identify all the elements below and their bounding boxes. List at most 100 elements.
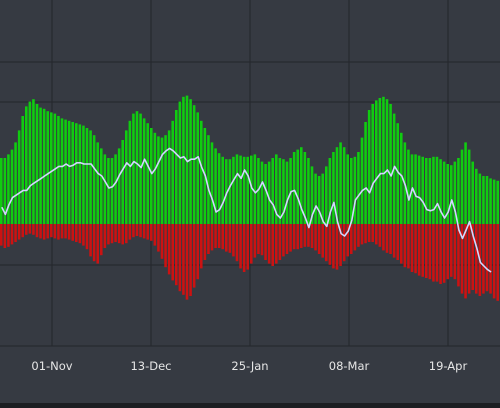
bar-positive xyxy=(221,156,224,224)
bar-negative xyxy=(17,224,21,240)
bar-negative xyxy=(371,224,374,242)
bar-positive xyxy=(357,152,360,224)
bar-positive xyxy=(217,153,221,224)
bar-negative xyxy=(182,224,185,295)
bar-positive xyxy=(310,166,314,224)
bar-positive xyxy=(160,137,164,224)
bar-positive xyxy=(282,159,285,224)
bar-positive xyxy=(360,137,364,224)
bar-negative xyxy=(235,224,239,262)
bar-positive xyxy=(164,135,167,224)
bar-negative xyxy=(350,224,353,254)
bar-negative xyxy=(146,224,149,240)
bar-positive xyxy=(389,104,392,224)
bar-positive xyxy=(3,158,7,224)
bar-negative xyxy=(410,224,414,272)
bar-negative xyxy=(32,224,35,235)
bar-negative xyxy=(425,224,428,278)
bar-negative xyxy=(267,224,271,264)
bar-negative xyxy=(160,224,164,259)
bar-negative xyxy=(0,224,3,246)
bar-negative xyxy=(225,224,228,252)
bar-negative xyxy=(310,224,314,248)
bar-positive xyxy=(453,161,457,224)
bar-positive xyxy=(496,180,499,224)
bar-positive xyxy=(439,159,442,224)
bar-positive xyxy=(489,178,492,224)
bar-positive xyxy=(250,155,253,224)
bar-positive xyxy=(435,156,439,224)
bar-negative xyxy=(153,224,157,246)
bar-negative xyxy=(150,224,153,241)
bar-negative xyxy=(428,224,432,280)
bar-positive xyxy=(71,122,74,224)
bar-negative xyxy=(325,224,328,262)
x-tick-label: 13-Dec xyxy=(130,359,171,373)
bar-negative xyxy=(289,224,292,252)
bar-positive xyxy=(232,156,235,224)
bar-positive xyxy=(407,149,410,224)
bar-negative xyxy=(339,224,342,266)
bar-negative xyxy=(21,224,24,238)
bar-negative xyxy=(132,224,135,238)
bar-positive xyxy=(82,125,85,224)
bar-positive xyxy=(346,154,349,224)
bar-negative xyxy=(142,224,146,239)
bar-negative xyxy=(367,224,371,242)
bar-negative xyxy=(375,224,378,245)
bar-positive xyxy=(485,176,489,224)
bar-negative xyxy=(217,224,221,248)
bar-negative xyxy=(464,224,467,299)
bar-negative xyxy=(342,224,346,262)
bar-positive xyxy=(114,154,117,224)
bar-positive xyxy=(14,142,17,224)
bar-positive xyxy=(175,110,178,224)
bar-positive xyxy=(364,122,367,224)
bar-negative xyxy=(125,224,128,244)
bar-positive xyxy=(135,111,139,224)
bar-positive xyxy=(128,120,132,224)
bar-negative xyxy=(135,224,139,236)
bar-negative xyxy=(107,224,110,245)
bar-negative xyxy=(253,224,257,258)
bar-negative xyxy=(335,224,339,270)
bar-positive xyxy=(42,108,46,224)
bar-negative xyxy=(421,224,424,277)
x-tick-label: 25-Jan xyxy=(231,359,268,373)
bar-negative xyxy=(378,224,382,247)
bar-negative xyxy=(450,224,453,277)
bar-positive xyxy=(460,149,464,224)
bar-negative xyxy=(417,224,421,276)
bar-positive xyxy=(292,152,296,224)
bar-negative xyxy=(346,224,349,257)
bar-positive xyxy=(382,96,385,224)
bar-positive xyxy=(328,158,332,224)
bar-negative xyxy=(360,224,364,245)
bar-negative xyxy=(96,224,99,264)
bar-positive xyxy=(225,159,228,224)
bar-positive xyxy=(400,132,403,224)
bar-negative xyxy=(157,224,160,252)
bar-positive xyxy=(25,106,28,224)
bar-positive xyxy=(46,111,49,224)
bar-positive xyxy=(342,147,346,224)
bar-negative xyxy=(203,224,207,260)
bar-negative xyxy=(285,224,289,254)
bar-positive xyxy=(10,149,14,224)
bar-positive xyxy=(367,110,371,224)
bar-negative xyxy=(100,224,103,256)
bar-positive xyxy=(107,158,110,224)
bar-negative xyxy=(178,224,182,292)
bar-negative xyxy=(264,224,267,260)
bar-negative xyxy=(200,224,203,269)
bar-negative xyxy=(392,224,396,258)
bar-positive xyxy=(275,154,278,224)
bar-negative xyxy=(400,224,403,264)
bar-positive xyxy=(317,176,321,224)
bar-negative xyxy=(64,224,67,239)
bar-positive xyxy=(17,130,21,224)
bar-negative xyxy=(228,224,232,253)
bar-positive xyxy=(78,124,82,224)
bar-positive xyxy=(432,156,435,224)
